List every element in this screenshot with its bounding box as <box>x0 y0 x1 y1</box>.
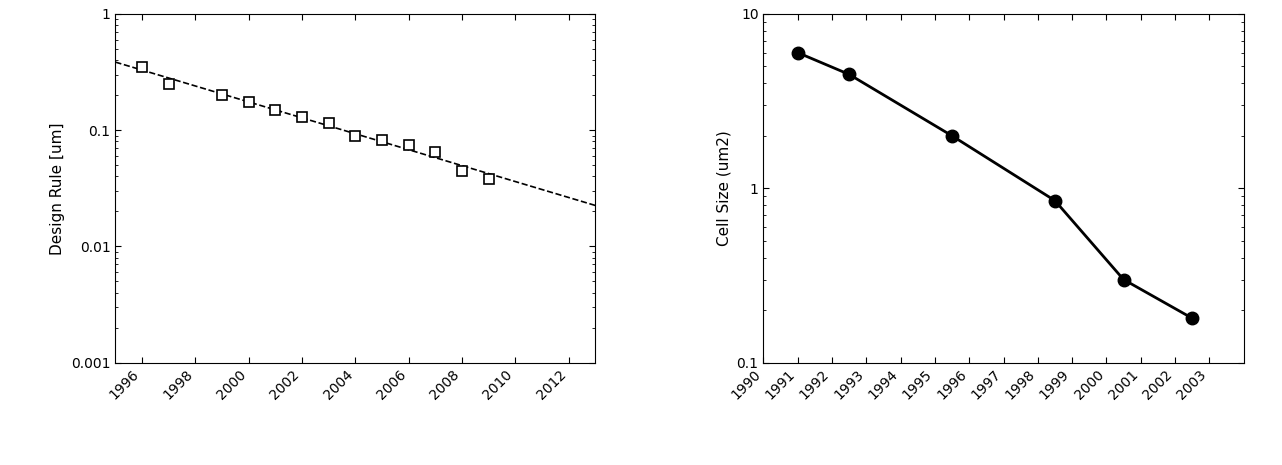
Y-axis label: Cell Size (um2): Cell Size (um2) <box>717 131 731 246</box>
Y-axis label: Design Rule [um]: Design Rule [um] <box>50 122 65 254</box>
